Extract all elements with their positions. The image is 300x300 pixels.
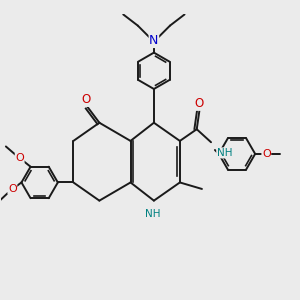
Text: O: O — [262, 149, 271, 159]
Text: NH: NH — [145, 209, 160, 219]
Text: NH: NH — [217, 148, 232, 158]
Text: O: O — [81, 93, 90, 106]
Text: O: O — [15, 153, 24, 164]
Text: O: O — [8, 184, 17, 194]
Text: N: N — [149, 34, 159, 47]
Text: O: O — [195, 97, 204, 110]
